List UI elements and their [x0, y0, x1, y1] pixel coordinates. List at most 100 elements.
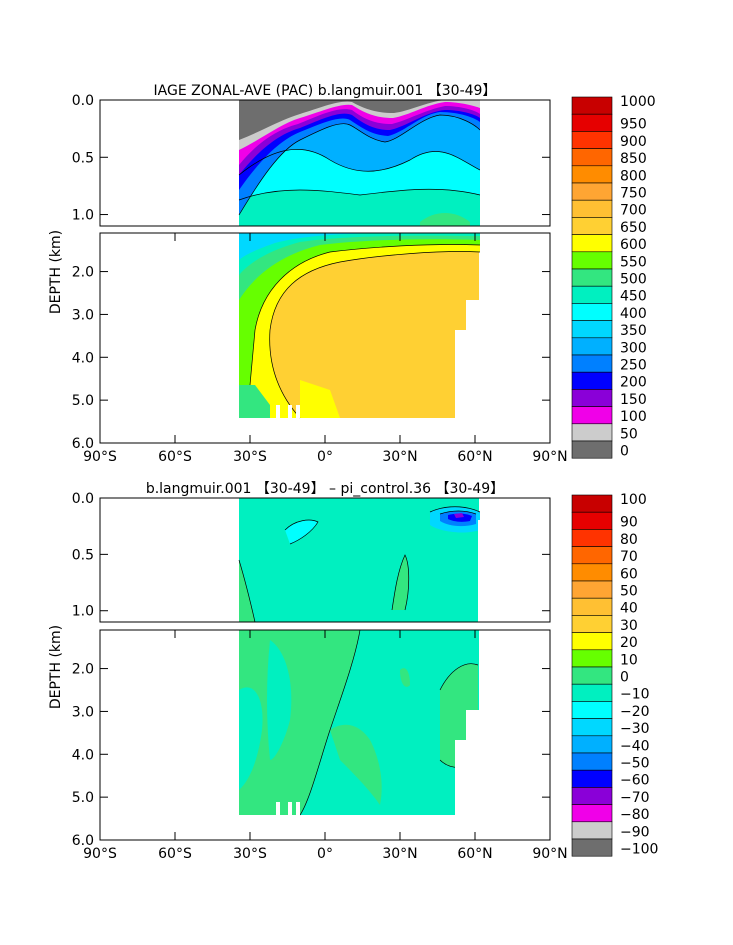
colorbar-label: 70 [620, 549, 638, 565]
y-tick-label: 5.0 [72, 393, 94, 409]
y-tick-label: 5.0 [72, 790, 94, 806]
age-y-ticks: 0.0 0.5 1.0 2.0 3.0 4.0 5.0 6.0 [72, 93, 550, 452]
colorbar-swatch [571, 529, 613, 547]
colorbar-swatch [571, 701, 613, 719]
x-tick-label: 30°S [233, 846, 267, 862]
age-x-ticks: 90°S 60°S 30°S 0° 30°N 60°N 90°N [83, 233, 568, 465]
colorbar-label: 100 [620, 409, 647, 425]
colorbar-label: −100 [620, 841, 658, 857]
diff-upper-field [238, 498, 550, 623]
colorbar-swatch [571, 597, 613, 616]
diff-upper-frame [99, 497, 551, 623]
age-colorbar: 1000950900850800750700650600550500450400… [571, 94, 656, 459]
colorbar-swatch [571, 234, 613, 253]
age-upper-frame [99, 99, 551, 227]
x-tick-label: 0° [317, 846, 333, 862]
colorbar-swatch [571, 440, 613, 459]
colorbar-swatch [571, 337, 613, 356]
y-tick-label: 4.0 [72, 350, 94, 366]
y-tick-label: 6.0 [72, 833, 94, 849]
y-tick-label: 0.5 [72, 547, 94, 563]
colorbar-label: 900 [620, 134, 647, 150]
colorbar-label: 60 [620, 566, 638, 582]
age-ylabel: DEPTH (km) [48, 230, 64, 314]
x-tick-label: 90°S [83, 846, 117, 862]
x-tick-label: 30°N [382, 846, 417, 862]
colorbar-label: 650 [620, 220, 647, 236]
colorbar-label: −50 [620, 755, 650, 771]
colorbar-swatch [571, 217, 613, 235]
y-tick-label: 2.0 [72, 662, 94, 678]
colorbar-label: −80 [620, 807, 650, 823]
colorbar-label: 1000 [620, 94, 656, 110]
x-tick-label: 90°N [532, 449, 567, 465]
colorbar-swatch [571, 199, 613, 218]
colorbar-label: −90 [620, 824, 650, 840]
y-tick-label: 4.0 [72, 747, 94, 763]
colorbar-label: 350 [620, 323, 647, 339]
colorbar-label: 600 [620, 237, 647, 253]
colorbar-label: −60 [620, 773, 650, 789]
colorbar-label: 40 [620, 601, 638, 617]
colorbar-swatch [571, 303, 613, 321]
colorbar-swatch [571, 735, 613, 754]
colorbar-swatch [571, 148, 613, 167]
colorbar-swatch [571, 615, 613, 633]
colorbar-swatch [571, 718, 613, 737]
colorbar-label: 0 [620, 669, 629, 685]
colorbar-swatch [571, 787, 613, 805]
x-tick-label: 90°N [532, 846, 567, 862]
colorbar-swatch [571, 666, 613, 685]
colorbar-label: 450 [620, 289, 647, 305]
x-tick-label: 60°S [158, 449, 192, 465]
panel-diff: b.langmuir.001 【30-49】 – pi_control.36 【… [48, 481, 658, 862]
colorbar-swatch [571, 838, 613, 857]
y-tick-label: 1.0 [72, 208, 94, 224]
colorbar-swatch [571, 821, 613, 840]
colorbar-swatch [571, 285, 613, 304]
colorbar-label: 0 [620, 443, 629, 459]
colorbar-swatch [571, 320, 613, 339]
colorbar-swatch [571, 649, 613, 668]
x-tick-label: 60°N [457, 449, 492, 465]
y-tick-label: 3.0 [72, 307, 94, 323]
colorbar-label: 10 [620, 652, 638, 668]
colorbar-swatch [571, 494, 613, 513]
colorbar-label: 550 [620, 254, 647, 270]
diff-colorbar: 1009080706050403020100−10−20−30−40−50−60… [571, 492, 658, 857]
colorbar-swatch [571, 389, 613, 407]
panel-diff-title: b.langmuir.001 【30-49】 – pi_control.36 【… [146, 481, 504, 497]
x-tick-label: 90°S [83, 449, 117, 465]
colorbar-label: −70 [620, 790, 650, 806]
colorbar-swatch [571, 182, 613, 201]
colorbar-swatch [571, 511, 613, 530]
colorbar-label: 950 [620, 117, 647, 133]
colorbar-swatch [571, 632, 613, 651]
colorbar-swatch [571, 423, 613, 442]
y-tick-label: 0.0 [72, 491, 94, 507]
y-tick-label: 6.0 [72, 436, 94, 452]
colorbar-swatch [571, 96, 613, 115]
colorbar-swatch [571, 769, 613, 788]
x-tick-label: 30°S [233, 449, 267, 465]
colorbar-label: 30 [620, 618, 638, 634]
colorbar-swatch [571, 371, 613, 390]
colorbar-swatch [571, 131, 613, 149]
diff-ylabel: DEPTH (km) [48, 625, 64, 709]
colorbar-label: 20 [620, 635, 638, 651]
colorbar-swatch [571, 354, 613, 373]
colorbar-label: 100 [620, 492, 647, 508]
y-tick-label: 1.0 [72, 604, 94, 620]
colorbar-label: 300 [620, 340, 647, 356]
panel-age-title: IAGE ZONAL-AVE (PAC) b.langmuir.001 【30-… [154, 83, 497, 99]
colorbar-label: 750 [620, 185, 647, 201]
colorbar-swatch [571, 406, 613, 425]
colorbar-label: 80 [620, 532, 638, 548]
x-tick-label: 60°S [158, 846, 192, 862]
colorbar-swatch [571, 563, 613, 582]
colorbar-label: 700 [620, 203, 647, 219]
colorbar-swatch [571, 804, 613, 823]
colorbar-label: 850 [620, 151, 647, 167]
